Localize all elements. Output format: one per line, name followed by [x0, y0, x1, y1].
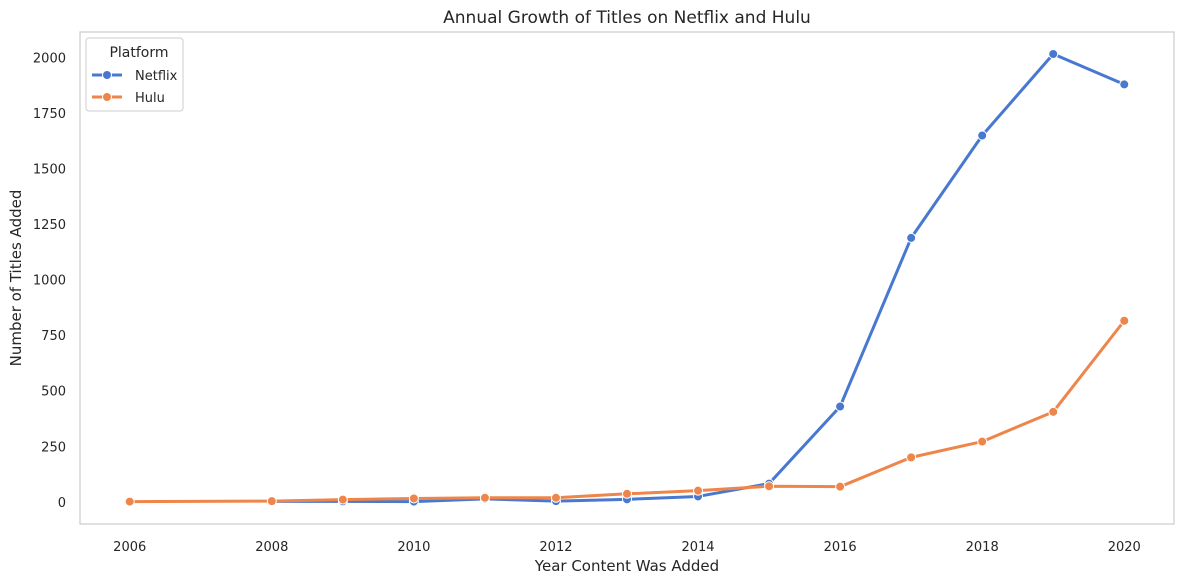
- hulu-point: [337, 494, 348, 505]
- series-layer: [124, 48, 1130, 507]
- hulu-point: [906, 452, 917, 463]
- hulu-point: [266, 496, 277, 507]
- legend-netflix-label: Netflix: [135, 69, 178, 84]
- y-tick-label: 1000: [33, 274, 66, 289]
- legend: Platform Netflix Hulu: [85, 37, 184, 112]
- x-tick-label: 2014: [681, 540, 714, 555]
- x-tick-label: 2020: [1108, 540, 1141, 555]
- hulu-line: [128, 319, 1126, 504]
- x-tick-label: 2008: [255, 540, 288, 555]
- netflix-point: [906, 232, 917, 243]
- x-tick-label: 2010: [397, 540, 430, 555]
- netflix-point: [835, 401, 846, 412]
- plot-area: [79, 31, 1175, 525]
- y-tick-label: 0: [58, 496, 66, 511]
- y-tick-label: 1250: [33, 218, 66, 233]
- hulu-point: [124, 496, 135, 507]
- hulu-point: [835, 481, 846, 492]
- hulu-point: [479, 492, 490, 503]
- y-tick-label: 2000: [33, 52, 66, 67]
- hulu-point: [693, 485, 704, 496]
- x-axis-label: Year Content Was Added: [534, 557, 719, 575]
- hulu-point: [977, 436, 988, 447]
- y-tick-label: 750: [41, 329, 66, 344]
- legend-title: Platform: [109, 45, 168, 61]
- y-tick-label: 250: [41, 440, 66, 455]
- x-tick-label: 2018: [966, 540, 999, 555]
- y-tick-label: 1750: [33, 107, 66, 122]
- y-tick-label: 500: [41, 385, 66, 400]
- hulu-point: [1119, 315, 1130, 326]
- netflix-point: [977, 130, 988, 141]
- x-axis-ticks: 2006 2008 2010 2012 2014 2016 2018 2020: [113, 540, 1141, 555]
- chart-title: Annual Growth of Titles on Netflix and H…: [443, 8, 811, 28]
- x-tick-label: 2012: [539, 540, 572, 555]
- x-tick-label: 2016: [824, 540, 857, 555]
- y-tick-label: 1500: [33, 163, 66, 178]
- y-axis-ticks: 0 250 500 750 1000 1250 1500 1750 2000: [33, 52, 66, 511]
- legend-hulu-marker: [102, 92, 112, 102]
- legend-box: [85, 37, 184, 112]
- hulu-point: [550, 492, 561, 503]
- netflix-point: [1119, 79, 1130, 90]
- y-axis-label: Number of Titles Added: [7, 190, 25, 367]
- netflix-point: [1048, 48, 1059, 59]
- hulu-point: [1048, 406, 1059, 417]
- hulu-point: [408, 493, 419, 504]
- legend-hulu-label: Hulu: [135, 91, 165, 106]
- hulu-point: [622, 488, 632, 499]
- legend-netflix-marker: [102, 70, 112, 80]
- hulu-point: [764, 481, 775, 492]
- x-tick-label: 2006: [113, 540, 146, 555]
